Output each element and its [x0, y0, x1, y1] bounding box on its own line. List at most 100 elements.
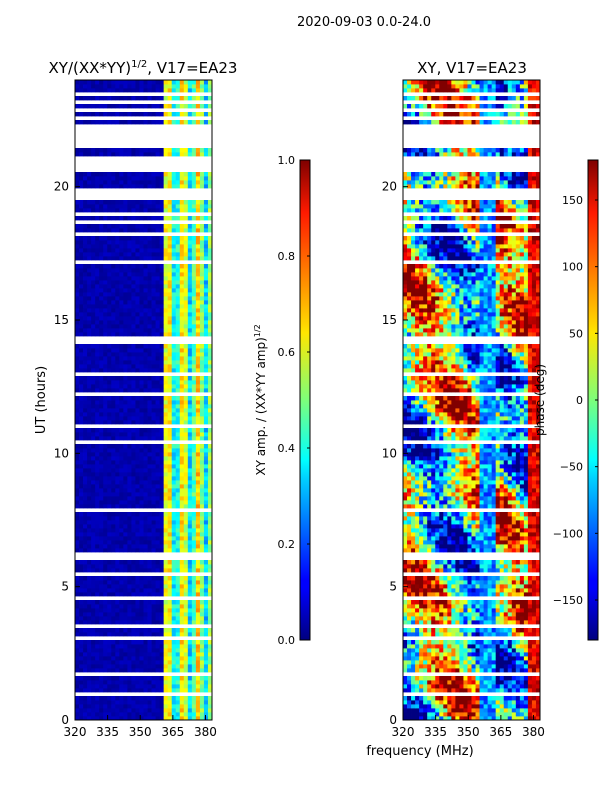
amp-heat-cell: [167, 408, 173, 413]
amp-heat-cell: [79, 84, 84, 89]
amp-heat-cell: [155, 548, 161, 553]
amp-heat-cell: [135, 404, 140, 409]
amp-heat-cell: [79, 276, 84, 281]
amp-heat-cell: [103, 656, 108, 661]
amp-heat-cell: [163, 696, 169, 701]
amp-heat-cell: [131, 388, 136, 393]
amp-heat-cell: [131, 328, 136, 333]
phase-heat-cell: [459, 644, 464, 649]
amp-heat-cell: [135, 676, 140, 681]
amp-heat-cell: [175, 256, 181, 261]
amp-heat-cell: [147, 492, 152, 497]
amp-heat-cell: [111, 516, 116, 521]
amp-heat-cell: [111, 500, 116, 505]
amp-colorbar-tick-label: 0.0: [278, 634, 296, 647]
amp-heat-cell: [91, 292, 96, 297]
amp-heat-cell: [187, 644, 193, 649]
amp-heat-cell: [203, 324, 209, 329]
amp-heat-cell: [75, 296, 80, 301]
amp-heat-cell: [99, 524, 104, 529]
amp-heat-cell: [135, 280, 140, 285]
amp-heat-cell: [187, 516, 193, 521]
amp-heat-cell: [151, 428, 156, 433]
phase-heat-cell: [447, 680, 452, 685]
amp-heat-cell: [115, 412, 120, 417]
amp-heat-cell: [83, 664, 88, 669]
amp-heat-cell: [135, 548, 140, 553]
amp-heat-cell: [187, 208, 193, 213]
amp-heat-cell: [83, 300, 88, 305]
phase-heat-cell: [495, 620, 501, 625]
amp-heat-cell: [83, 204, 88, 209]
phase-heat-cell: [511, 700, 517, 705]
amp-heat-cell: [147, 256, 152, 261]
amp-heat-cell: [191, 288, 197, 293]
amp-heat-cell: [131, 476, 136, 481]
phase-heat-cell: [455, 676, 460, 681]
amp-heat-cell: [167, 252, 173, 257]
amp-heat-cell: [179, 304, 185, 309]
phase-heat-cell: [447, 676, 452, 681]
amp-heat-cell: [191, 84, 197, 89]
phase-heat-cell: [403, 616, 408, 621]
amp-heat-cell: [131, 304, 136, 309]
amp-heat-cell: [147, 292, 152, 297]
amp-heat-cell: [87, 368, 92, 373]
amp-heat-cell: [187, 600, 193, 605]
phase-heat-cell: [467, 660, 472, 665]
amp-heat-cell: [139, 576, 144, 581]
phase-heat-cell: [435, 656, 440, 661]
phase-heat-cell: [535, 620, 541, 625]
amp-heat-cell: [91, 684, 96, 689]
amp-heat-cell: [159, 352, 165, 357]
amp-heat-cell: [87, 184, 92, 189]
amp-heat-cell: [115, 700, 120, 705]
amp-heat-cell: [99, 256, 104, 261]
amp-heat-cell: [183, 536, 189, 541]
amp-heat-cell: [199, 640, 205, 645]
amp-heat-cell: [79, 396, 84, 401]
amp-heat-cell: [131, 696, 136, 701]
amp-heat-cell: [175, 564, 181, 569]
amp-heat-cell: [175, 616, 181, 621]
amp-heat-cell: [171, 252, 177, 257]
phase-heat-cell: [523, 652, 529, 657]
amp-heat-cell: [163, 316, 169, 321]
amp-heat-cell: [187, 308, 193, 313]
amp-heat-cell: [195, 684, 201, 689]
phase-heat-cell: [455, 632, 460, 637]
amp-heat-cell: [91, 652, 96, 657]
amp-heat-cell: [131, 368, 136, 373]
amp-heat-cell: [115, 448, 120, 453]
amp-heat-cell: [135, 96, 140, 101]
amp-heat-cell: [195, 304, 201, 309]
amp-heat-cell: [83, 600, 88, 605]
amp-heat-cell: [107, 304, 112, 309]
amp-heat-cell: [207, 416, 213, 421]
amp-heat-cell: [135, 632, 140, 637]
amp-heat-cell: [87, 216, 92, 221]
amp-heat-cell: [87, 176, 92, 181]
amp-heat-cell: [119, 488, 124, 493]
amp-heat-cell: [107, 628, 112, 633]
amp-heat-cell: [179, 512, 185, 517]
amp-heat-cell: [115, 628, 120, 633]
amp-heat-cell: [143, 200, 148, 205]
amp-heat-cell: [191, 352, 197, 357]
amp-heat-cell: [179, 176, 185, 181]
amp-heat-cell: [99, 464, 104, 469]
amp-heat-cell: [195, 584, 201, 589]
amp-heat-cell: [191, 412, 197, 417]
phase-heat-cell: [487, 632, 493, 637]
amp-heat-cell: [135, 600, 140, 605]
amp-heat-cell: [95, 120, 100, 125]
phase-heat-cell: [535, 628, 541, 633]
amp-heat-cell: [143, 296, 148, 301]
amp-heat-cell: [187, 244, 193, 249]
amp-heat-cell: [207, 84, 213, 89]
amp-heat-cell: [143, 472, 148, 477]
amp-heat-cell: [119, 600, 124, 605]
phase-heat-cell: [467, 716, 472, 721]
amp-heat-cell: [115, 464, 120, 469]
amp-heat-cell: [83, 344, 88, 349]
